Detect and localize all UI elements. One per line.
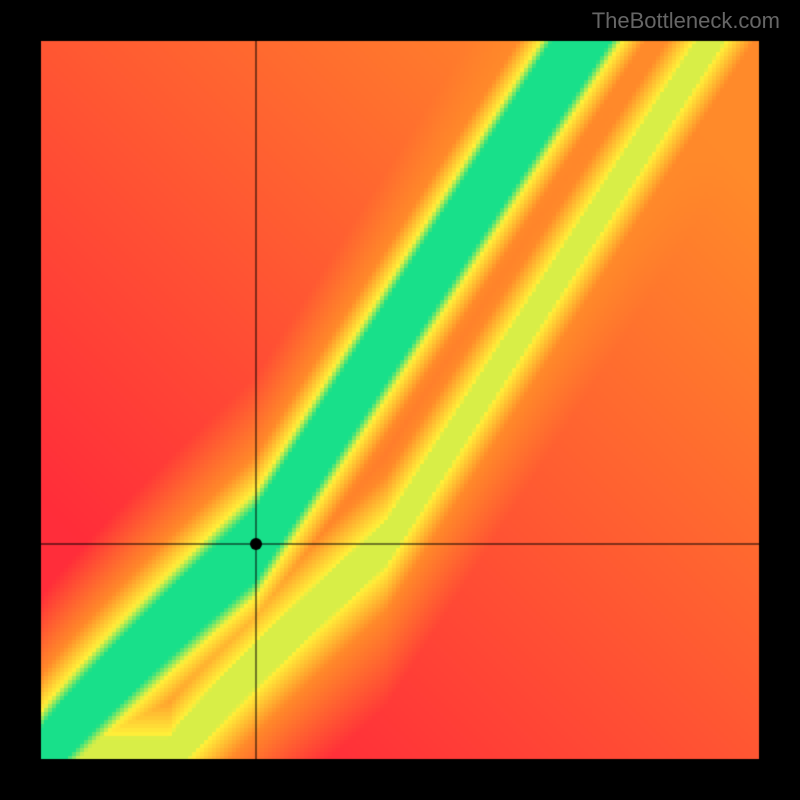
watermark-text: TheBottleneck.com	[592, 8, 780, 34]
chart-container: TheBottleneck.com	[0, 0, 800, 800]
heatmap-canvas	[0, 0, 800, 800]
